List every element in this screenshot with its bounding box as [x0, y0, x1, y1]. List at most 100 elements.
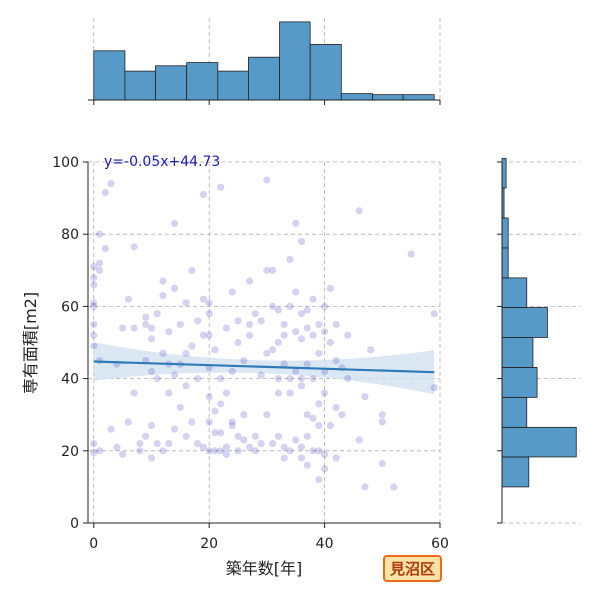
scatter-point [199, 295, 208, 303]
scatter-point [263, 411, 271, 419]
scatter-point [211, 407, 219, 415]
scatter-point [136, 439, 144, 448]
scatter-point [240, 436, 248, 444]
top-hist-bar [217, 70, 249, 101]
scatter-point [407, 250, 415, 258]
scatter-point [234, 432, 242, 440]
scatter-point [95, 447, 104, 455]
scatter-point [113, 443, 121, 451]
scatter-point [222, 450, 231, 459]
scatter-point [165, 389, 173, 397]
right-hist-bar [501, 307, 548, 338]
scatter-point [240, 356, 248, 365]
scatter-point [303, 461, 311, 469]
x-tick-label: 20 [200, 536, 218, 552]
scatter-point [280, 443, 288, 451]
scatter-point [269, 346, 277, 354]
scatter-point [430, 310, 438, 318]
scatter-point [205, 299, 213, 307]
scatter-point [315, 421, 323, 430]
scatter-point [286, 255, 294, 264]
right-hist-bar [501, 426, 577, 458]
scatter-point [309, 375, 317, 383]
scatter-point [90, 299, 98, 307]
scatter-point [159, 447, 167, 455]
scatter-point [90, 302, 98, 310]
scatter-point [119, 450, 127, 459]
scatter-point [344, 331, 352, 339]
scatter-point [315, 349, 323, 357]
scatter-point [217, 429, 225, 437]
scatter-point [315, 447, 323, 455]
scatter-point [182, 299, 190, 307]
scatter-point [274, 432, 283, 440]
scatter-point [240, 411, 248, 419]
scatter-point [367, 346, 375, 354]
scatter-point [309, 447, 317, 455]
top-hist-bar [279, 21, 311, 101]
scatter-point [130, 389, 138, 397]
scatter-point [90, 281, 98, 289]
scatter-point [124, 418, 132, 426]
right-hist-bar [501, 247, 509, 279]
scatter-point [217, 183, 225, 191]
scatter-point [274, 338, 283, 347]
scatter-point [245, 443, 254, 451]
scatter-point [188, 342, 196, 350]
scatter-point [320, 465, 329, 473]
right-hist-bar [501, 367, 538, 398]
scatter-point [430, 384, 438, 392]
scatter-point [147, 421, 156, 430]
scatter-point [176, 403, 184, 412]
scatter-point [280, 454, 288, 462]
right-hist-bar [501, 337, 534, 368]
scatter-point [263, 176, 271, 184]
scatter-point [147, 367, 156, 375]
regression-equation: y=-0.05x+44.73 [104, 154, 220, 170]
scatter-point [205, 447, 213, 455]
top-hist-bar [124, 70, 156, 101]
scatter-point [303, 411, 311, 419]
scatter-point [326, 338, 334, 347]
right-histogram [497, 157, 580, 524]
right-hist-bar [501, 217, 509, 249]
scatter-point [176, 320, 184, 329]
scatter-point [297, 335, 306, 343]
scatter-point [119, 324, 127, 332]
scatter-point [147, 324, 156, 332]
scatter-point [205, 310, 213, 318]
top-hist-bar [372, 94, 404, 101]
scatter-point [142, 320, 150, 329]
scatter-point [292, 367, 300, 375]
scatter-point [303, 432, 311, 440]
scatter-point [159, 291, 167, 300]
scatter-point [257, 317, 265, 325]
scatter-point [130, 243, 138, 251]
scatter-point [228, 418, 236, 426]
scatter-point [90, 273, 98, 282]
scatter-point [332, 356, 340, 365]
y-tick-label: 0 [70, 516, 79, 532]
scatter-point [95, 266, 104, 274]
scatter-point [280, 320, 288, 329]
scatter-point [297, 454, 306, 462]
scatter-point [182, 349, 190, 357]
scatter-point [90, 320, 98, 329]
scatter-point [274, 306, 283, 314]
scatter-point [234, 447, 242, 455]
scatter-point [297, 443, 306, 451]
scatter-point [303, 306, 311, 314]
scatter-point [326, 421, 334, 430]
scatter-point [124, 295, 132, 303]
scatter-point [303, 324, 311, 332]
scatter-point [390, 483, 398, 491]
scatter-point [153, 310, 161, 318]
scatter-point [263, 266, 271, 274]
scatter-point [332, 320, 340, 329]
scatter-point [222, 443, 231, 451]
scatter-point [90, 331, 98, 339]
scatter-point [90, 439, 98, 448]
ward-badge: 見沼区 [383, 555, 443, 582]
